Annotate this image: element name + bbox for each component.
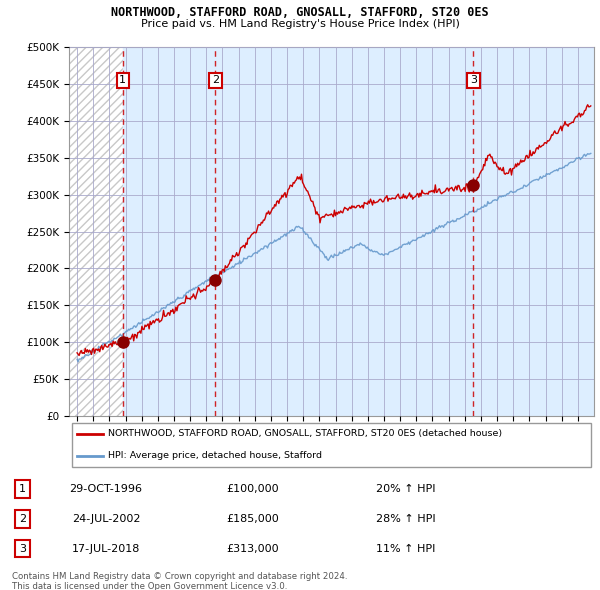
Text: 17-JUL-2018: 17-JUL-2018 [72, 543, 140, 553]
Text: £100,000: £100,000 [227, 484, 279, 494]
Text: £185,000: £185,000 [227, 514, 280, 524]
Text: NORTHWOOD, STAFFORD ROAD, GNOSALL, STAFFORD, ST20 0ES: NORTHWOOD, STAFFORD ROAD, GNOSALL, STAFF… [111, 6, 489, 19]
Bar [123, 47, 215, 416]
Text: 3: 3 [470, 76, 477, 86]
Text: HPI: Average price, detached house, Stafford: HPI: Average price, detached house, Staf… [109, 451, 322, 460]
Text: Price paid vs. HM Land Registry's House Price Index (HPI): Price paid vs. HM Land Registry's House … [140, 19, 460, 30]
Text: This data is licensed under the Open Government Licence v3.0.: This data is licensed under the Open Gov… [12, 582, 287, 590]
Text: 11% ↑ HPI: 11% ↑ HPI [376, 543, 436, 553]
Text: 29-OCT-1996: 29-OCT-1996 [70, 484, 142, 494]
Text: 1: 1 [119, 76, 126, 86]
Text: 1: 1 [19, 484, 26, 494]
Text: £313,000: £313,000 [227, 543, 279, 553]
Text: 2: 2 [212, 76, 219, 86]
Text: 28% ↑ HPI: 28% ↑ HPI [376, 514, 436, 524]
Text: 2: 2 [19, 514, 26, 524]
Text: NORTHWOOD, STAFFORD ROAD, GNOSALL, STAFFORD, ST20 0ES (detached house): NORTHWOOD, STAFFORD ROAD, GNOSALL, STAFF… [109, 430, 503, 438]
Bar [69, 47, 123, 416]
Text: 20% ↑ HPI: 20% ↑ HPI [376, 484, 436, 494]
FancyBboxPatch shape [71, 422, 592, 467]
Text: 3: 3 [19, 543, 26, 553]
Bar [473, 47, 594, 416]
Bar [215, 47, 473, 416]
Text: 24-JUL-2002: 24-JUL-2002 [72, 514, 140, 524]
Text: Contains HM Land Registry data © Crown copyright and database right 2024.: Contains HM Land Registry data © Crown c… [12, 572, 347, 581]
